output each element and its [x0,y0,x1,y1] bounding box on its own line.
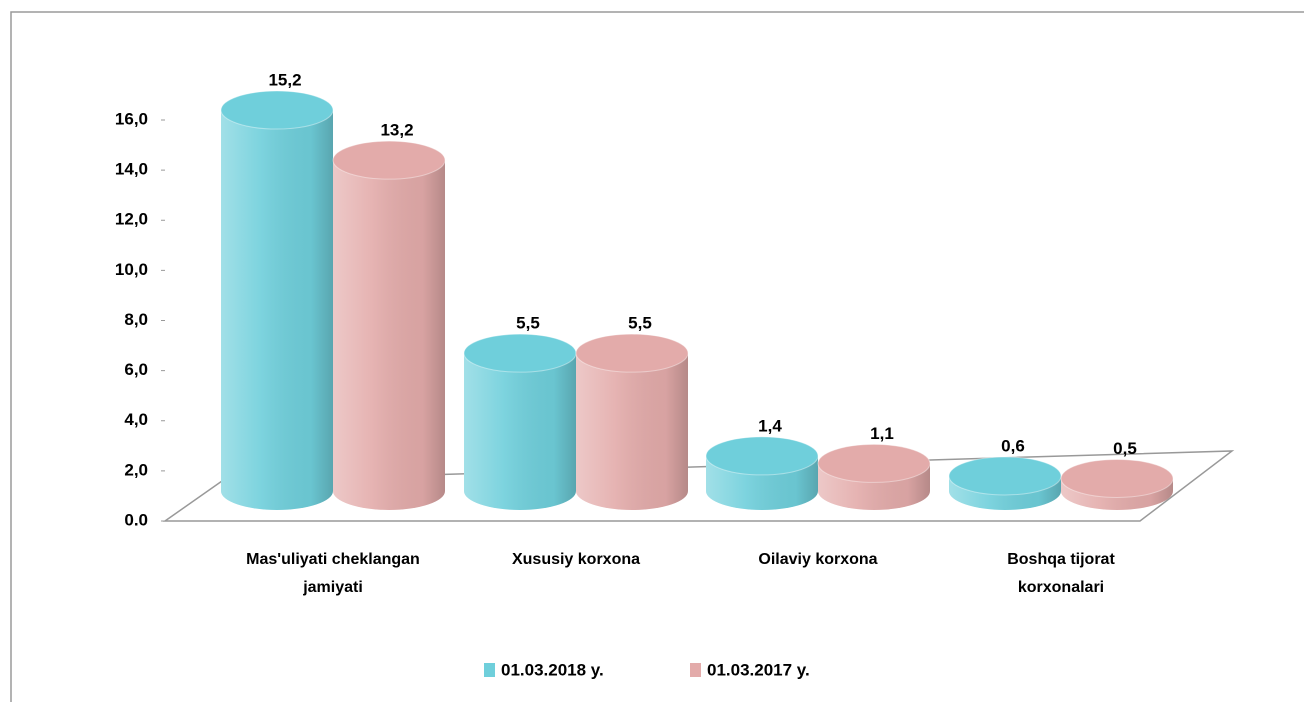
bar-top [220,90,334,130]
bar-shade [221,110,333,511]
legend-swatch [690,663,701,677]
value-label: 1,4 [758,416,782,435]
bar-top [575,333,689,373]
bar-top [1060,458,1174,498]
value-label: 5,5 [516,314,540,333]
bar-shade [333,160,445,511]
bar-top [948,456,1062,496]
x-tick-label: Xususiy korxona [511,551,641,568]
value-label: 1,1 [870,424,894,443]
bar-shade [576,353,688,510]
legend-swatch [484,663,495,677]
bar-top [817,443,931,483]
bar-top [463,333,577,373]
floor [162,450,1235,522]
y-tick-label: 16,0 [115,109,148,128]
bar-top [705,436,819,476]
value-label: 5,5 [628,314,652,333]
x-tick-label: Oilaviy korxona [758,551,878,568]
legend-label: 01.03.2017 y. [707,660,810,679]
value-label: 0,6 [1001,436,1025,455]
x-tick-label: Boshqa tijorat korxonalari [1007,551,1115,596]
legend-label: 01.03.2018 y. [501,660,604,679]
y-tick-label: 8,0 [124,310,148,329]
frame [10,11,1304,702]
value-label: 13,2 [380,121,413,140]
y-tick-label: 0.0 [124,510,148,529]
y-tick-label: 12,0 [115,210,148,229]
value-label: 15,2 [268,71,301,90]
x-tick-label: Mas'uliyati cheklangan jamiyati [246,551,420,596]
y-tick-label: 6,0 [124,360,148,379]
y-tick-label: 14,0 [115,160,148,179]
value-label: 0,5 [1113,439,1137,458]
y-tick-label: 2,0 [124,460,148,479]
y-tick-label: 10,0 [115,260,148,279]
y-tick-label: 4,0 [124,410,148,429]
bar-top [332,140,446,180]
bar-shade [464,353,576,510]
